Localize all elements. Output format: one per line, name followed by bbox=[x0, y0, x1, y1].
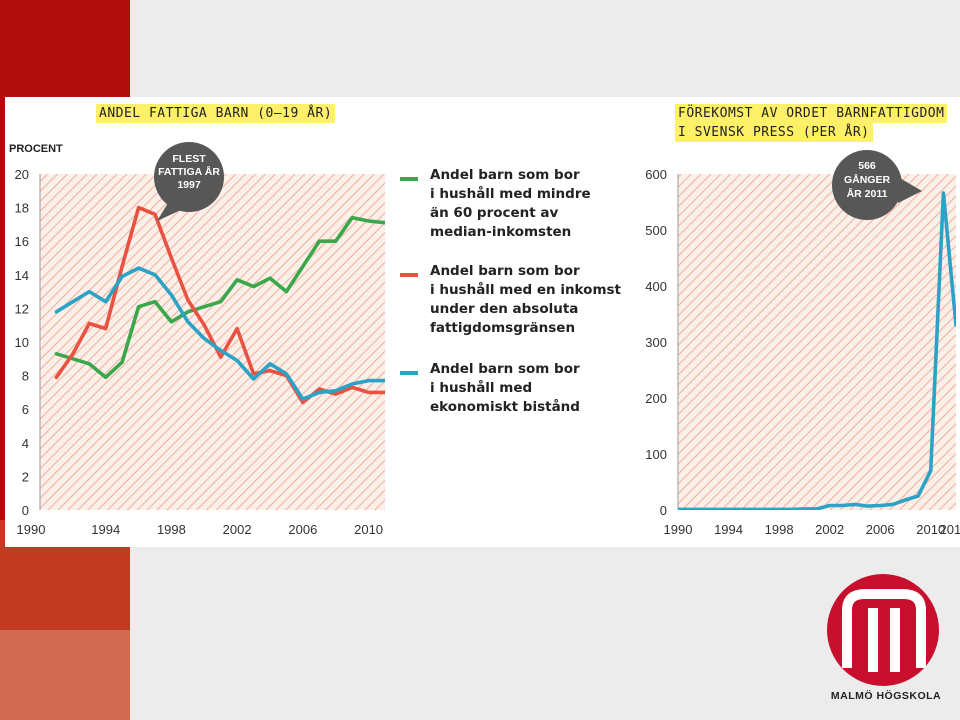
chart2-ytick-300: 300 bbox=[645, 335, 667, 350]
chart1-ytick-6: 6 bbox=[22, 402, 29, 417]
chart2-annotation-bubble bbox=[832, 150, 902, 220]
chart1-annotation-line2: FATTIGA ÅR bbox=[158, 165, 220, 178]
chart2-annotation-line3: ÅR 2011 bbox=[847, 187, 888, 200]
chart1-ytick-20: 20 bbox=[15, 167, 29, 182]
legend-blue-line2: i hushåll med bbox=[430, 380, 533, 396]
chart1-ytick-14: 14 bbox=[15, 268, 29, 283]
chart2-annotation-pointer bbox=[898, 177, 922, 203]
malmo-hogskola-logo-icon bbox=[827, 574, 939, 686]
side-band-bottom bbox=[0, 630, 130, 720]
chart1-xtick-2006: 2006 bbox=[288, 522, 317, 537]
chart1-annotation-pointer bbox=[157, 203, 183, 221]
chart2-annotation-line2: GÅNGER bbox=[844, 173, 891, 186]
chart2-title-line2: I SVENSK PRESS (PER ÅR) bbox=[675, 123, 873, 142]
chart2-xtick-2012: 2012 bbox=[940, 522, 960, 537]
chart1-series-line-0 bbox=[54, 215, 385, 380]
legend-swatch-blue bbox=[400, 371, 418, 375]
chart1-ytick-16: 16 bbox=[15, 234, 29, 249]
chart2-series-line-0 bbox=[678, 191, 956, 510]
chart2-ytick-100: 100 bbox=[645, 447, 667, 462]
legend-green-line4: median-inkomsten bbox=[430, 224, 572, 240]
chart1-title: ANDEL FATTIGA BARN (0–19 ÅR) bbox=[96, 104, 336, 123]
chart2-ytick-600: 600 bbox=[645, 167, 667, 182]
chart1-xtick-1990: 1990 bbox=[17, 522, 46, 537]
chart2-annotation-line1: 566 bbox=[858, 160, 876, 172]
chart1-ytick-0: 0 bbox=[22, 503, 29, 518]
chart2-title-line1: FÖREKOMST AV ORDET BARNFATTIGDOM bbox=[675, 104, 948, 123]
chart1-annotation-bubble bbox=[154, 142, 224, 212]
chart1-xtick-2002: 2002 bbox=[223, 522, 252, 537]
chart2-xtick-1994: 1994 bbox=[714, 522, 743, 537]
legend-item-green: Andel barn som bor i hushåll med mindre … bbox=[430, 166, 620, 242]
chart1-xtick-1994: 1994 bbox=[91, 522, 120, 537]
chart1-xtick-1998: 1998 bbox=[157, 522, 186, 537]
chart1-ytick-2: 2 bbox=[22, 469, 29, 484]
chart1-ytick-10: 10 bbox=[15, 335, 29, 350]
legend-blue-line1: Andel barn som bor bbox=[430, 361, 580, 377]
chart1-ytick-18: 18 bbox=[15, 201, 29, 216]
legend-red-line2: i hushåll med en inkomst bbox=[430, 282, 621, 298]
legend-blue-line3: ekonomiskt bistånd bbox=[430, 399, 580, 415]
chart2-xtick-2006: 2006 bbox=[866, 522, 895, 537]
chart1-annotation: FLEST FATTIGA ÅR 1997 bbox=[154, 142, 224, 221]
chart2-annotation: 566 GÅNGER ÅR 2011 bbox=[832, 150, 922, 220]
legend-swatch-red bbox=[400, 273, 418, 277]
legend-green-line1: Andel barn som bor bbox=[430, 167, 580, 183]
charts-svg: PROCENT 0 2 4 6 8 10 12 14 16 18 20 1990 1994 1998 20… bbox=[9, 142, 960, 537]
chart1-annotation-line1: FLEST bbox=[172, 153, 206, 165]
legend-item-blue: Andel barn som bor i hushåll med ekonomi… bbox=[430, 360, 620, 417]
chart1-ytick-4: 4 bbox=[22, 436, 29, 451]
chart2-ytick-200: 200 bbox=[645, 391, 667, 406]
logo-label: MALMÖ HÖGSKOLA bbox=[830, 690, 942, 702]
chart1-series-line-2 bbox=[54, 266, 385, 401]
chart-panel: ANDEL FATTIGA BARN (0–19 ÅR) FÖREKOMST A… bbox=[5, 97, 960, 547]
legend-red-line1: Andel barn som bor bbox=[430, 263, 580, 279]
chart2-ytick-500: 500 bbox=[645, 223, 667, 238]
legend-item-red: Andel barn som bor i hushåll med en inko… bbox=[430, 262, 630, 338]
chart2-xtick-1998: 1998 bbox=[765, 522, 794, 537]
chart2-ytick-0: 0 bbox=[660, 503, 667, 518]
chart2-xtick-2010: 2010 bbox=[916, 522, 945, 537]
chart2-ytick-400: 400 bbox=[645, 279, 667, 294]
chart1-annotation-line3: 1997 bbox=[177, 179, 201, 191]
legend-red-line4: fattigdomsgränsen bbox=[430, 320, 576, 336]
legend-red-line3: under den absoluta bbox=[430, 301, 579, 317]
chart1-ylabel: PROCENT bbox=[9, 143, 63, 155]
chart1-ytick-8: 8 bbox=[22, 369, 29, 384]
legend-swatch-green bbox=[400, 177, 418, 181]
legend-green-line2: i hushåll med mindre bbox=[430, 186, 591, 202]
legend-green-line3: än 60 procent av bbox=[430, 205, 559, 221]
chart2-plot-area bbox=[678, 174, 956, 510]
chart1-ytick-12: 12 bbox=[15, 301, 29, 316]
chart1-xtick-2010: 2010 bbox=[354, 522, 383, 537]
chart2-xtick-1990: 1990 bbox=[664, 522, 693, 537]
chart2-xtick-2002: 2002 bbox=[815, 522, 844, 537]
